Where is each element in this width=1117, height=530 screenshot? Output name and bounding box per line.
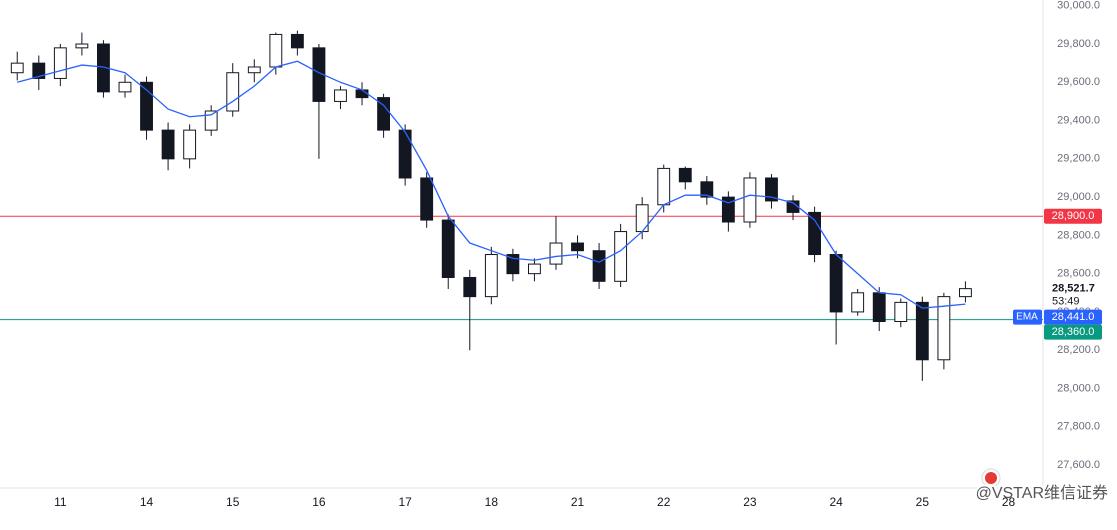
candle-body <box>226 72 240 112</box>
candle-body <box>247 66 261 74</box>
candle-body <box>657 167 671 206</box>
y-tick-label: 29,600.0 <box>1057 76 1100 88</box>
y-tick-label: 28,000.0 <box>1057 382 1100 394</box>
y-tick-label: 27,800.0 <box>1057 421 1100 433</box>
candle-body <box>269 33 283 68</box>
x-tick-label: 28 <box>1002 495 1016 509</box>
candle-body <box>312 47 326 102</box>
candle-body <box>571 242 584 252</box>
y-tick-label: 29,000.0 <box>1057 191 1100 203</box>
candle-body <box>140 81 153 131</box>
x-tick-label: 16 <box>312 495 326 509</box>
x-tick-label: 18 <box>485 495 499 509</box>
x-tick-label: 22 <box>657 495 671 509</box>
candle-body <box>53 47 67 79</box>
hline-label: 28,900.0 <box>1052 210 1095 222</box>
candle-body <box>743 177 757 223</box>
y-tick-label: 27,600.0 <box>1057 459 1100 471</box>
candle-body <box>592 250 606 282</box>
candle-body <box>678 167 692 183</box>
flag-icon-inner <box>985 472 997 484</box>
candle-body <box>463 276 477 298</box>
candle-body <box>808 211 822 256</box>
candle-body <box>721 196 735 223</box>
y-tick-label: 29,200.0 <box>1057 153 1100 165</box>
ema-value-label-box <box>1044 309 1102 325</box>
candle-body <box>937 296 951 361</box>
candle-body <box>75 43 89 49</box>
series-name: EMA <box>1016 312 1038 323</box>
candle-body <box>377 97 391 131</box>
candle-body <box>894 301 908 323</box>
x-tick-label: 23 <box>743 495 757 509</box>
x-tick-label: 11 <box>54 495 67 509</box>
watermark-halo: @VSTAR维信证券 <box>976 484 1108 502</box>
candle-body <box>441 219 455 278</box>
candle-body <box>118 81 132 93</box>
y-tick-label: 30,000.0 <box>1057 0 1100 12</box>
x-tick-label: 25 <box>916 495 930 509</box>
candle-body <box>786 200 800 213</box>
candle-body <box>915 301 929 361</box>
x-tick-label: 17 <box>398 495 412 509</box>
candle-body <box>506 254 520 275</box>
watermark: @VSTAR维信证券 <box>976 484 1108 502</box>
candle-body <box>32 62 46 79</box>
candle-body <box>334 89 347 102</box>
candle-body <box>183 129 197 160</box>
candle-body <box>161 129 175 160</box>
candle-body <box>765 177 778 202</box>
x-tick-label: 24 <box>829 495 843 509</box>
candle-body <box>398 129 412 179</box>
candle-body <box>851 292 865 313</box>
candle-body <box>549 242 563 265</box>
hline-label-box <box>1044 208 1102 224</box>
candle-body <box>204 110 218 131</box>
candle-body <box>700 181 714 198</box>
candle-body <box>635 204 649 233</box>
hline-label-box <box>1044 324 1102 340</box>
ema-value-label: 28,441.0 <box>1052 311 1095 323</box>
candle-body <box>10 62 24 74</box>
series-name-box <box>1013 309 1042 325</box>
x-tick-label: 14 <box>140 495 154 509</box>
candle-body <box>420 177 434 221</box>
candle-body <box>528 263 541 275</box>
y-tick-label: 28,200.0 <box>1057 344 1100 356</box>
candle-body <box>355 89 369 99</box>
hline-label: 28,360.0 <box>1052 326 1095 338</box>
countdown-label: 53:49 <box>1052 296 1080 308</box>
x-tick-label: 15 <box>226 495 240 509</box>
x-tick-label: 21 <box>571 495 585 509</box>
candle-body <box>290 33 304 49</box>
y-tick-label: 29,400.0 <box>1057 114 1100 126</box>
candle-body <box>484 254 498 298</box>
plot <box>0 30 1043 381</box>
candle-body <box>958 288 972 298</box>
ema-line <box>17 60 966 309</box>
y-tick-label: 28,600.0 <box>1057 268 1100 280</box>
y-tick-label: 28,800.0 <box>1057 229 1100 241</box>
candle-body <box>872 292 886 323</box>
y-tick-label: 29,800.0 <box>1057 38 1100 50</box>
candle-body <box>829 254 843 313</box>
candle-body <box>614 231 628 282</box>
last-price-label: 28,521.7 <box>1052 283 1095 295</box>
